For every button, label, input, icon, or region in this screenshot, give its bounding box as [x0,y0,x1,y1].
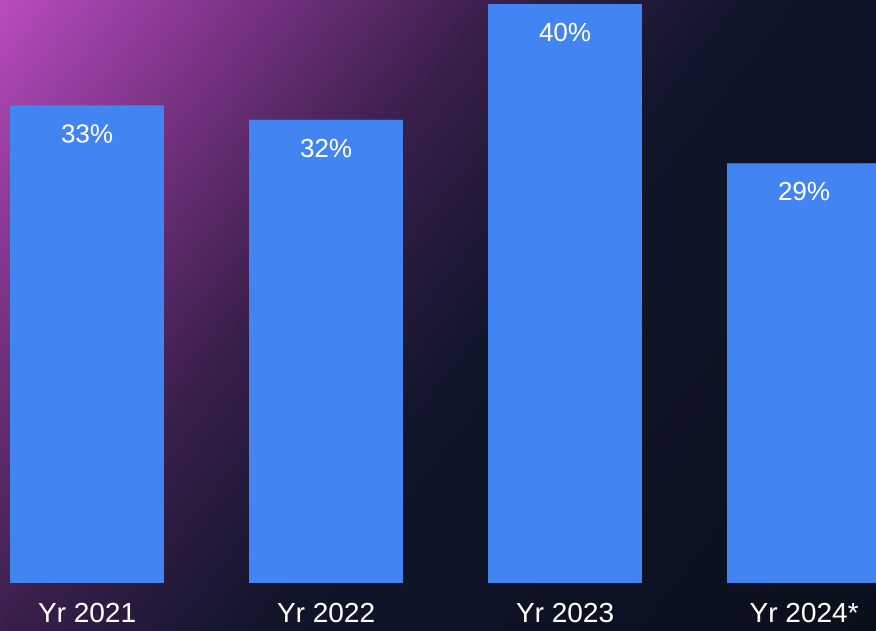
x-tick-label: Yr 2021 [38,597,136,628]
value-label: 32% [300,133,352,163]
x-tick-label: Yr 2022 [277,597,375,628]
value-label: 40% [539,17,591,47]
bar [488,4,642,583]
x-tick-label: Yr 2024* [750,597,859,628]
x-tick-label: Yr 2023 [516,597,614,628]
bar [727,163,876,583]
value-label: 33% [61,118,113,148]
bar [10,105,164,583]
value-label: 29% [778,176,830,206]
bar [249,119,403,584]
